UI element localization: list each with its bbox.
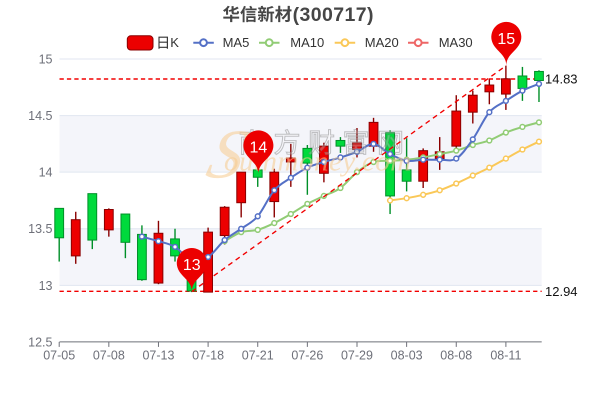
svg-text:MA20: MA20: [365, 35, 399, 50]
svg-text:MA5: MA5: [223, 35, 250, 50]
svg-text:MA30: MA30: [439, 35, 473, 50]
svg-text:07-26: 07-26: [291, 348, 323, 362]
svg-text:14: 14: [39, 166, 53, 180]
svg-text:K: K: [170, 35, 179, 50]
svg-text:15: 15: [497, 31, 515, 48]
svg-text:13: 13: [39, 279, 53, 293]
svg-text:12.5: 12.5: [28, 335, 52, 349]
svg-text:07-21: 07-21: [242, 348, 274, 362]
svg-text:13: 13: [183, 257, 201, 274]
svg-text:(300717): (300717): [293, 4, 374, 26]
svg-text:07-13: 07-13: [142, 348, 174, 362]
svg-text:07-29: 07-29: [341, 348, 373, 362]
svg-text:15: 15: [39, 53, 53, 67]
svg-text:12.94: 12.94: [545, 284, 578, 299]
svg-text:08-11: 08-11: [490, 348, 521, 362]
svg-text:14.5: 14.5: [28, 109, 52, 123]
svg-text:14: 14: [250, 139, 268, 156]
svg-text:07-08: 07-08: [93, 348, 125, 362]
svg-text:MA10: MA10: [290, 35, 324, 50]
svg-text:07-18: 07-18: [192, 348, 224, 362]
svg-text:14.83: 14.83: [545, 72, 578, 87]
svg-text:13.5: 13.5: [28, 222, 52, 236]
svg-text:07-05: 07-05: [43, 348, 75, 362]
svg-text:08-08: 08-08: [440, 348, 472, 362]
svg-text:08-03: 08-03: [391, 348, 423, 362]
